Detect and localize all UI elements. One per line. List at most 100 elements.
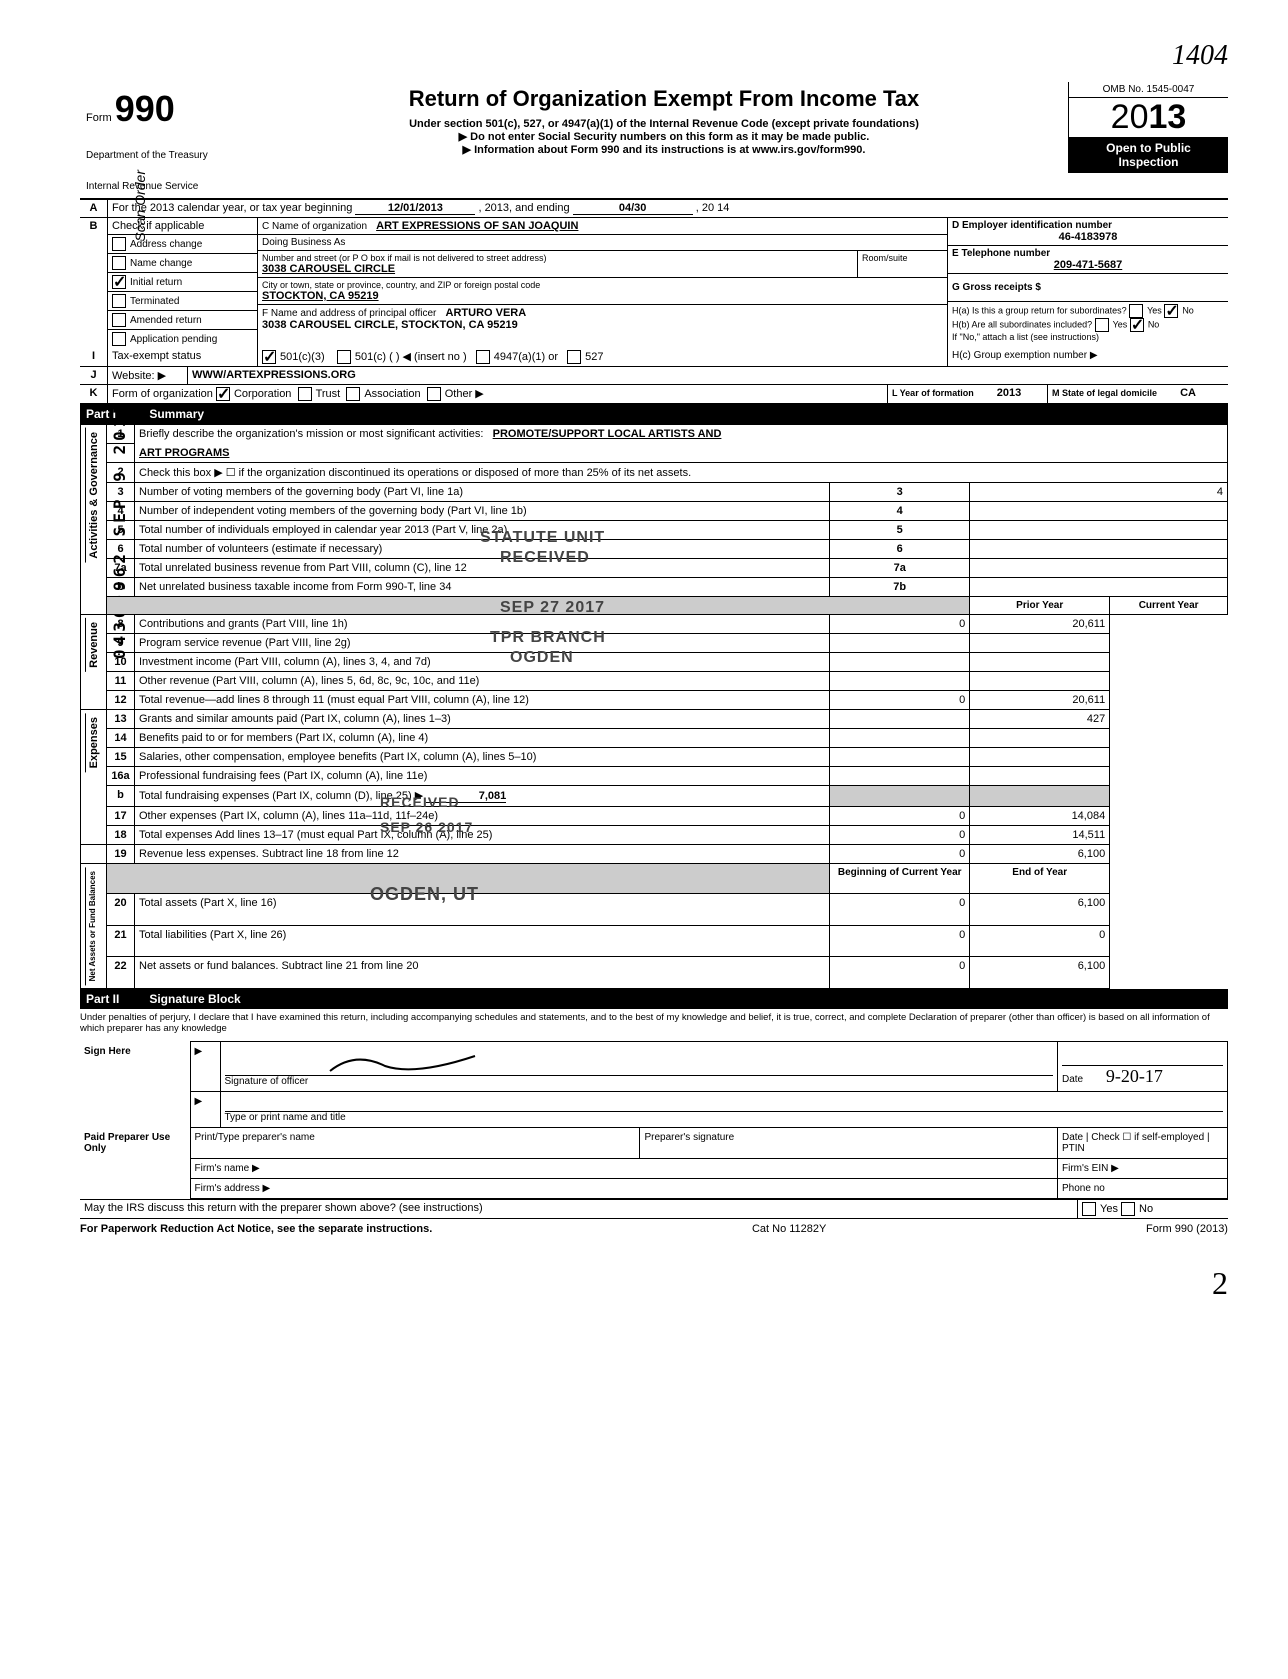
no1: No [1182,305,1194,315]
side-text: Scan Order [132,170,148,242]
rowB-checkbox-1[interactable] [112,256,126,270]
no2: No [1148,319,1160,329]
ha-no-checkbox[interactable] [1164,304,1178,318]
rowB-checkbox-3[interactable] [112,294,126,308]
l6-num: 6 [107,539,135,558]
subtitle2: Do not enter Social Security numbers on … [268,130,1060,143]
l16b-text: Total fundraising expenses (Part IX, col… [139,790,423,802]
hdr-cur: Current Year [1110,596,1228,614]
ha-label: H(a) Is this a group return for subordin… [952,305,1127,315]
l15-text: Salaries, other compensation, employee b… [135,747,830,766]
form-number: 990 [115,88,175,129]
l14-text: Benefits paid to or for members (Part IX… [135,728,830,747]
l16a-num: 16a [107,766,135,785]
l17-cur: 14,084 [970,806,1110,825]
date-label: Date [1062,1074,1083,1085]
l20-text: Total assets (Part X, line 16) [135,893,830,925]
other-checkbox[interactable] [427,387,441,401]
l7b-text: Net unrelated business taxable income fr… [135,577,830,596]
phone-label: Phone no [1058,1179,1228,1199]
501c3-checkbox[interactable] [262,350,276,364]
rowB-label-5: Application pending [130,334,217,345]
hdr-prior: Prior Year [970,596,1110,614]
l1-text: Briefly describe the organization's miss… [139,428,483,440]
prep-name-label: Print/Type preparer's name [190,1128,640,1159]
rowB-label-4: Amended return [130,315,202,326]
rowB-checkbox-4[interactable] [112,313,126,327]
dept1: Department of the Treasury [86,150,254,161]
discuss-no-checkbox[interactable] [1121,1202,1135,1216]
subtitle3: Information about Form 990 and its instr… [268,143,1060,156]
type-label: Type or print name and title [225,1112,346,1123]
l8-text: Contributions and grants (Part VIII, lin… [135,614,830,633]
year-formation: 2013 [997,387,1021,399]
l1-num: 1 [107,425,135,444]
l16b-val: 7,081 [426,790,506,803]
l4-text: Number of independent voting members of … [135,501,830,520]
opt-other: Other ▶ [445,388,484,400]
prep-date-label: Date [1062,1132,1083,1143]
prep-sig-label: Preparer's signature [640,1128,1058,1159]
l18-cur: 14,511 [970,825,1110,844]
l6-text: Total number of volunteers (estimate if … [135,539,830,558]
l9-num: 9 [107,633,135,652]
rowB-checkbox-5[interactable] [112,332,126,346]
rowB-checkbox-2[interactable] [112,275,126,289]
rowB-checkbox-0[interactable] [112,237,126,251]
l21-text: Total liabilities (Part X, line 26) [135,925,830,957]
l22-num: 22 [107,957,135,989]
hb-note: If "No," attach a list (see instructions… [952,332,1224,342]
l9-text: Program service revenue (Part VIII, line… [135,633,830,652]
l15-num: 15 [107,747,135,766]
page-number: 2 [80,1265,1228,1302]
room-label: Room/suite [857,251,947,277]
l12-prior: 0 [830,690,970,709]
perjury-text: Under penalties of perjury, I declare th… [80,1009,1228,1037]
l12-cur: 20,611 [970,690,1110,709]
trust-checkbox[interactable] [298,387,312,401]
l3-cur: 4 [970,482,1228,501]
officer-addr: 3038 CAROUSEL CIRCLE, STOCKTON, CA 95219 [262,319,943,331]
street: 3038 CAROUSEL CIRCLE [262,263,853,275]
l19-num: 19 [107,844,135,863]
signature-icon [325,1046,525,1076]
4947-checkbox[interactable] [476,350,490,364]
l4-num: 4 [107,501,135,520]
l7a-num: 7a [107,558,135,577]
public2: Inspection [1118,155,1178,169]
website: WWW/ARTEXPRESSIONS.ORG [188,367,1228,384]
l6-tag: 6 [830,539,970,558]
rowB-label-3: Terminated [130,296,179,307]
l11-num: 11 [107,671,135,690]
firm-name-label: Firm's name ▶ [190,1159,1058,1179]
hb-yes-checkbox[interactable] [1095,318,1109,332]
org-name: ART EXPRESSIONS OF SAN JOAQUIN [376,220,578,232]
corp-checkbox[interactable] [216,387,230,401]
firm-ein-label: Firm's EIN ▶ [1058,1159,1228,1179]
officer-name: ARTURO VERA [446,307,527,319]
l3-num: 3 [107,482,135,501]
assoc-checkbox[interactable] [346,387,360,401]
l17-prior: 0 [830,806,970,825]
l22-text: Net assets or fund balances. Subtract li… [135,957,830,989]
501c-checkbox[interactable] [337,350,351,364]
g-label: G Gross receipts $ [948,274,1228,302]
handwritten-number: 1404 [80,40,1228,72]
footer-left: For Paperwork Reduction Act Notice, see … [80,1223,432,1235]
527-checkbox[interactable] [567,350,581,364]
part1-title: Summary [149,407,204,421]
yes2: Yes [1113,319,1128,329]
discuss-yes-checkbox[interactable] [1082,1202,1096,1216]
hb-no-checkbox[interactable] [1130,318,1144,332]
l21-prior: 0 [830,925,970,957]
l11-text: Other revenue (Part VIII, column (A), li… [135,671,830,690]
l5-text: Total number of individuals employed in … [135,520,830,539]
l13-cur: 427 [970,709,1110,728]
opt-assoc: Association [364,388,420,400]
form-label: Form [86,112,112,124]
hc-label: H(c) Group exemption number ▶ [948,348,1228,366]
l16a-text: Professional fundraising fees (Part IX, … [135,766,830,785]
l3-tag: 3 [830,482,970,501]
sect-netassets: Net Assets or Fund Balances [85,867,99,985]
omb-number: OMB No. 1545-0047 [1069,82,1228,98]
